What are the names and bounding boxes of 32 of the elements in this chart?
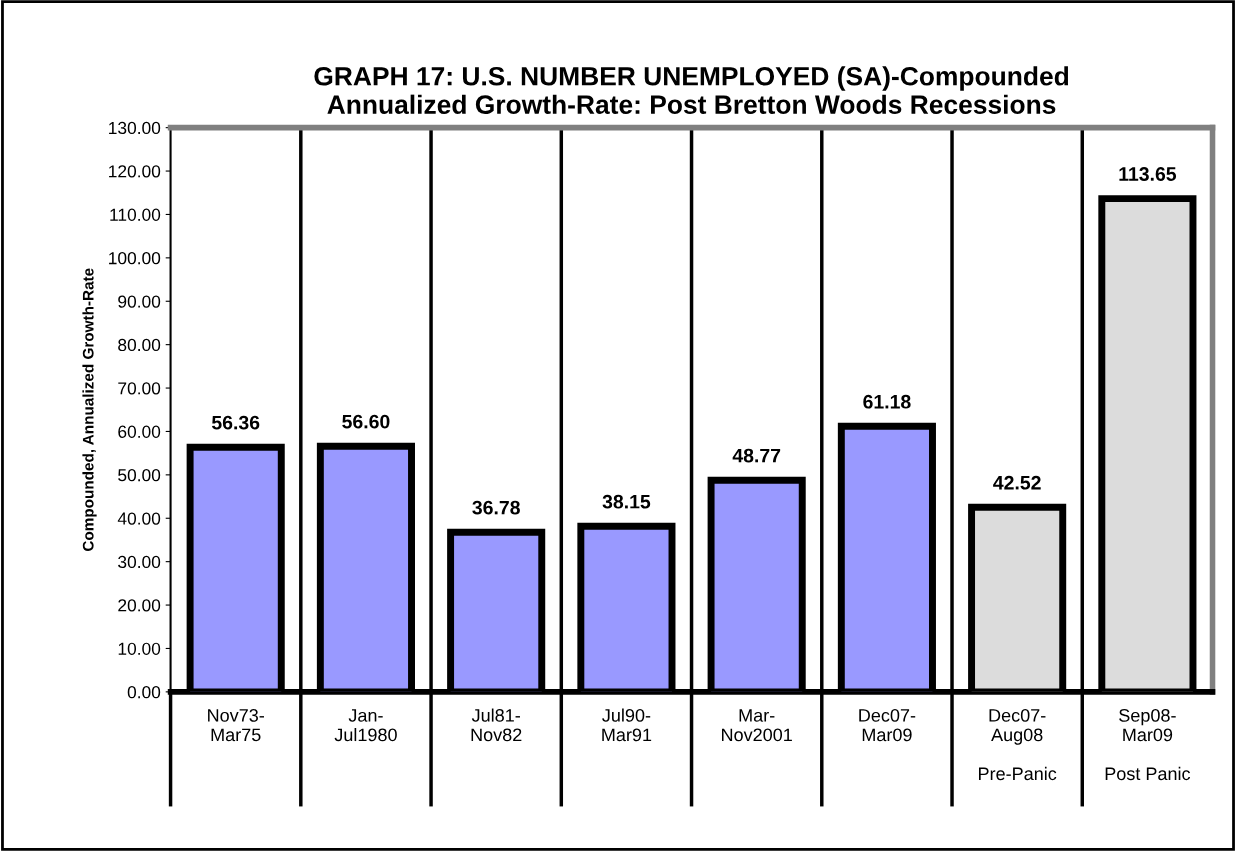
- data-label: 56.60: [342, 414, 390, 429]
- y-tick-label: 40.00: [117, 512, 161, 525]
- category-label: Sep08- Mar09 Post Panic: [1105, 709, 1191, 781]
- data-label: 36.78: [472, 500, 520, 515]
- x-tick-label: Nov73- Mar75: [208, 709, 264, 742]
- y-tick-label: 60.00: [118, 425, 161, 438]
- data-label: 61.18: [863, 394, 911, 409]
- category-label: Dec07- Aug08 Pre-Panic: [979, 709, 1057, 781]
- y-axis-title: Compounded, Annualized Growth-Rate: [82, 268, 97, 551]
- y-tick-label: 0.00: [127, 686, 161, 699]
- x-tick-label: Dec07- Mar09: [859, 709, 916, 742]
- data-label: 56.36: [211, 415, 260, 430]
- chart-title: GRAPH 17: U.S. NUMBER UNEMPLOYED (SA)-Compounded Annualized Growth-Rate: Post Bretton Woods Recessions: [314, 66, 1069, 115]
- data-label: 38.15: [602, 494, 651, 509]
- y-tick-label: 50.00: [118, 469, 161, 482]
- x-tick-label: Mar- Nov2001: [722, 709, 792, 742]
- y-tick-label: 100.00: [109, 252, 161, 265]
- data-label: 42.52: [993, 475, 1041, 490]
- data-label: 48.77: [732, 448, 781, 463]
- x-tick-label: Jan- Jul1980: [334, 709, 397, 742]
- data-label: 113.65: [1119, 167, 1177, 181]
- y-tick-label: 10.00: [118, 642, 161, 655]
- y-tick-label: 30.00: [118, 555, 161, 569]
- y-tick-label: 80.00: [118, 338, 161, 352]
- y-tick-label: 20.00: [118, 599, 161, 612]
- y-tick-label: 130.00: [109, 121, 161, 135]
- y-tick-label: 120.00: [109, 165, 161, 178]
- y-tick-label: 110.00: [110, 208, 161, 221]
- x-tick-label: Jul90- Mar91: [602, 708, 652, 742]
- x-tick-label: Jul81- Nov82: [471, 708, 522, 742]
- y-tick-label: 70.00: [118, 382, 161, 395]
- y-tick-label: 90.00: [118, 295, 161, 308]
